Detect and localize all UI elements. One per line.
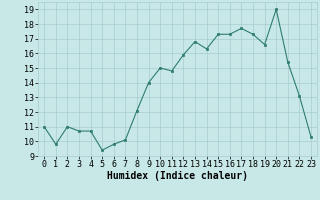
X-axis label: Humidex (Indice chaleur): Humidex (Indice chaleur) bbox=[107, 171, 248, 181]
